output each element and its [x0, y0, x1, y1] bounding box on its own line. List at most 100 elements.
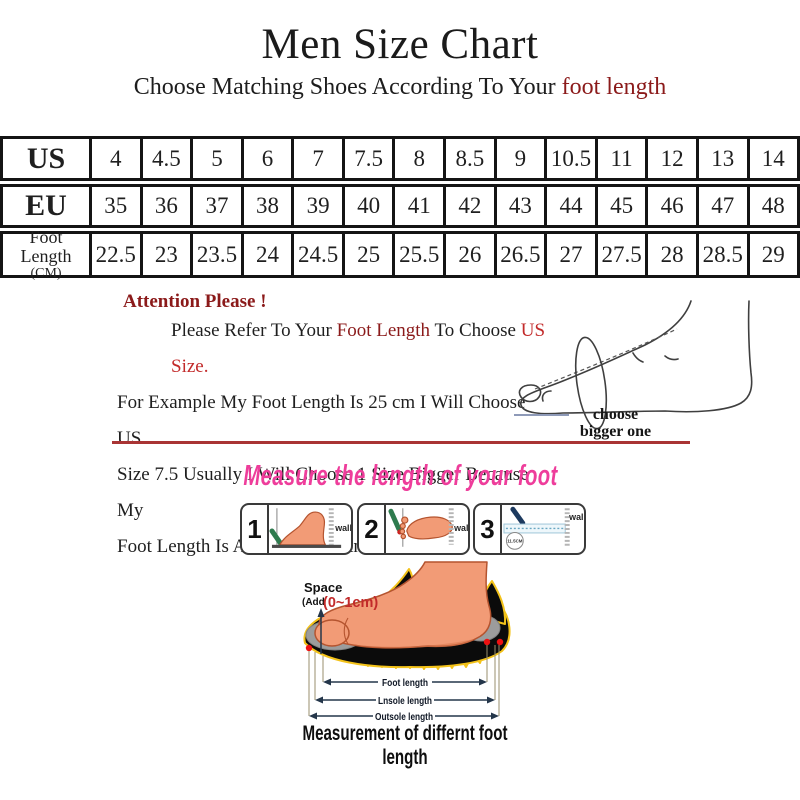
- arrowhead: [479, 678, 487, 686]
- attention-segment: Size 7.5 Usually I Will Choose 1 Size Bi…: [117, 464, 529, 521]
- size-cell: 14: [746, 136, 800, 181]
- size-cell: 37: [190, 184, 244, 228]
- toe-icon: [400, 533, 407, 540]
- attention-segment: To Choose: [430, 320, 521, 341]
- toe-icon: [399, 528, 406, 535]
- size-cell: 4: [89, 136, 143, 181]
- size-cell: 23: [139, 231, 194, 278]
- measure-step-2-panel: 2 wall: [357, 503, 470, 555]
- size-cell: 7: [291, 136, 345, 181]
- measure-dot: [483, 638, 491, 646]
- attention-heading: Attention Please !: [123, 291, 267, 312]
- size-cell: 38: [240, 184, 295, 228]
- attention-segment: Foot Length: [336, 320, 431, 341]
- wall-label: wall: [453, 523, 468, 533]
- toe-crease: [343, 617, 349, 645]
- space-arrowhead: [317, 608, 325, 617]
- size-table-row: EU 35 36 37 38 39 40 41 42 43 44 45 46 47 48: [0, 184, 800, 228]
- size-cell: 7.5: [341, 136, 396, 181]
- page-title: Men Size Chart: [261, 21, 539, 68]
- size-cell: 8: [392, 136, 447, 181]
- size-cell: 42: [443, 184, 497, 228]
- size-cell: 43: [493, 184, 548, 228]
- panel-divider: [500, 505, 502, 553]
- subtitle-prefix: Choose Matching Shoes According To Your: [133, 74, 562, 100]
- size-cell: 26.5: [493, 231, 548, 278]
- choose-bigger-note: choose bigger one: [558, 406, 673, 440]
- attention-segment: US Size.: [171, 320, 546, 377]
- arrowhead: [315, 696, 323, 704]
- size-cell: 41: [392, 184, 447, 228]
- foot-sketch-illustration: [518, 300, 753, 430]
- choose-note-line1: choose: [592, 406, 639, 423]
- size-cell: 28.5: [695, 231, 750, 278]
- size-table-row: US 4 4.5 5 6 7 7.5 8 8.5 9 10.5 11 12 13 14: [0, 136, 800, 181]
- size-cell: 4.5: [139, 136, 194, 181]
- measure-dot: [305, 644, 313, 652]
- size-cell: 26: [443, 231, 497, 278]
- measure-step-3-panel: 3 wall 11.5CM: [473, 503, 586, 555]
- size-row-label: EU: [0, 184, 92, 228]
- arrowhead: [491, 712, 499, 720]
- ankle-dimples-icon: [632, 352, 679, 363]
- attention-line: Please Refer To Your Foot Length To Choo…: [117, 313, 547, 385]
- size-cell: 46: [645, 184, 699, 228]
- foot-shade: [348, 639, 474, 648]
- foot-side-icon: [278, 511, 327, 546]
- wall-label: wall: [334, 523, 351, 533]
- section-divider-red: [112, 441, 690, 444]
- floor-baseline: [271, 544, 342, 548]
- pen-icon: [269, 528, 284, 547]
- step-2-illustration: wall: [388, 508, 468, 547]
- size-cell: 29: [746, 231, 800, 278]
- size-row-label: Foot Length (CM): [0, 228, 92, 281]
- size-cell: 10.5: [544, 136, 598, 181]
- size-cell: 25: [341, 231, 396, 278]
- arrowhead: [323, 678, 331, 686]
- size-cell: 40: [341, 184, 396, 228]
- size-cell: 28: [645, 231, 699, 278]
- circle-size-label: 11.5CM: [507, 538, 523, 543]
- measure-heading: Measure the length of your foot: [242, 460, 558, 492]
- attention-line: For Example My Foot Length Is 25 cm I Wi…: [117, 385, 547, 457]
- attention-segment: Please Refer To Your: [171, 320, 337, 341]
- toe-icon: [399, 522, 406, 530]
- size-cell: 24: [240, 231, 295, 278]
- toe-underline: [514, 414, 569, 416]
- insole-length-label: Lnsole length: [378, 695, 432, 707]
- panel-divider: [384, 505, 386, 553]
- add-label: (Add: [302, 597, 325, 608]
- step-3-illustration: wall 11.5CM: [503, 506, 584, 550]
- space-label: Space: [304, 580, 342, 595]
- diagram-caption: Measurement of differnt foot length: [302, 722, 508, 769]
- foot-and-leg-icon: [318, 561, 492, 649]
- size-cell: 47: [695, 184, 750, 228]
- size-table: US 4 4.5 5 6 7 7.5 8 8.5 9 10.5 11 12 13 14 EU 35 36 37 38 3…: [0, 136, 800, 281]
- size-table-row: Foot Length (CM) 22.5 23 23.5 24 24.5 25 25.5 26 2…: [0, 228, 800, 281]
- foot-measurement-diagram: Space (Add (0~1cm) Foot length Lnsole le…: [302, 561, 511, 723]
- size-cell: 35: [89, 184, 143, 228]
- toe-icon: [401, 516, 409, 524]
- size-circle-icon: [505, 531, 524, 550]
- size-cell: 45: [594, 184, 649, 228]
- size-cell: 23.5: [190, 231, 244, 278]
- size-cell: 39: [291, 184, 345, 228]
- size-cell: 8.5: [443, 136, 497, 181]
- measuring-loop-icon: [574, 336, 608, 430]
- foot-length-label: Foot length: [382, 677, 428, 689]
- arrowhead: [309, 712, 317, 720]
- range-label: (0~1cm): [323, 595, 378, 611]
- size-cell: 22.5: [89, 231, 143, 278]
- step-number: 2: [364, 513, 379, 544]
- pen-icon: [510, 506, 526, 526]
- size-cell: 9: [493, 136, 548, 181]
- attention-line: Size 7.5 Usually I Will Choose 1 Size Bi…: [117, 457, 547, 529]
- step-number: 1: [247, 513, 262, 544]
- panel-divider: [267, 505, 269, 553]
- size-cell: 36: [139, 184, 194, 228]
- size-cell: 24.5: [291, 231, 345, 278]
- size-row-label: US: [0, 136, 92, 181]
- size-cell: 5: [190, 136, 244, 181]
- big-toe-icon: [314, 619, 350, 647]
